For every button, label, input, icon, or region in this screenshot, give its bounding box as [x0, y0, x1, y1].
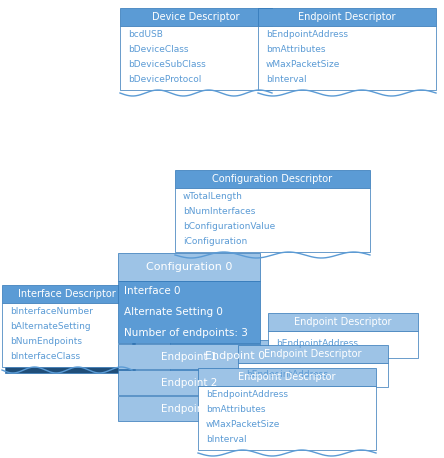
Bar — [238, 363, 388, 387]
Text: bConfigurationValue: bConfigurationValue — [183, 222, 275, 231]
Bar — [118, 396, 260, 421]
Bar — [118, 370, 260, 395]
Bar — [118, 253, 260, 281]
Text: Endpoint 3: Endpoint 3 — [161, 403, 217, 414]
Text: Configuration Descriptor: Configuration Descriptor — [212, 174, 333, 184]
Text: bDeviceClass: bDeviceClass — [128, 45, 189, 55]
Text: Endpoint Descriptor: Endpoint Descriptor — [298, 12, 396, 22]
Bar — [170, 340, 300, 372]
Text: bInterfaceClass: bInterfaceClass — [10, 352, 80, 361]
Bar — [5, 335, 135, 373]
Bar — [175, 188, 370, 252]
Bar — [198, 386, 376, 450]
Text: bNumEndpoints: bNumEndpoints — [10, 337, 82, 346]
Text: Alternate Setting 0: Alternate Setting 0 — [124, 307, 223, 317]
Text: Configuration 0: Configuration 0 — [146, 262, 232, 272]
Text: bDeviceProtocol: bDeviceProtocol — [128, 75, 202, 84]
Text: bInterfaceNumber: bInterfaceNumber — [10, 307, 93, 316]
Bar — [198, 368, 376, 386]
Text: Number of endpoints: 3: Number of endpoints: 3 — [124, 327, 248, 338]
Text: bInterval: bInterval — [206, 435, 246, 444]
Text: bDeviceSubClass: bDeviceSubClass — [128, 60, 206, 69]
Bar — [268, 331, 418, 358]
Bar — [2, 303, 132, 367]
Bar — [258, 8, 436, 26]
Bar — [118, 344, 260, 369]
Text: wMaxPacketSize: wMaxPacketSize — [206, 420, 280, 429]
Text: bmAttributes: bmAttributes — [266, 45, 325, 55]
Bar — [2, 285, 132, 303]
Bar — [238, 345, 388, 363]
Text: Endpoint 0: Endpoint 0 — [205, 351, 265, 361]
Text: Endpoint 2: Endpoint 2 — [161, 377, 217, 387]
Text: iConfiguration: iConfiguration — [183, 237, 247, 246]
Text: bEndpointAddress: bEndpointAddress — [246, 370, 328, 379]
Text: bcdUSB: bcdUSB — [128, 30, 163, 39]
Text: bEndpointAddress: bEndpointAddress — [276, 339, 358, 348]
Bar — [120, 26, 272, 90]
Bar — [268, 313, 418, 331]
Text: Endpoint Descriptor: Endpoint Descriptor — [238, 372, 336, 382]
Text: bEndpointAddress: bEndpointAddress — [266, 30, 348, 39]
Text: bInterval: bInterval — [266, 75, 307, 84]
Text: bNumInterfaces: bNumInterfaces — [183, 207, 255, 216]
Bar — [118, 281, 260, 343]
Bar — [258, 26, 436, 90]
Text: Endpoint 1: Endpoint 1 — [161, 351, 217, 361]
Text: USB Device: USB Device — [38, 349, 102, 359]
Text: Device Descriptor: Device Descriptor — [152, 12, 240, 22]
Text: Endpoint Descriptor: Endpoint Descriptor — [264, 349, 362, 359]
Text: bEndpointAddress: bEndpointAddress — [206, 390, 288, 399]
Text: Interface Descriptor: Interface Descriptor — [18, 289, 116, 299]
Text: Interface 0: Interface 0 — [124, 286, 181, 296]
Text: bmAttributes: bmAttributes — [206, 405, 266, 414]
Text: bAlternateSetting: bAlternateSetting — [10, 322, 91, 331]
Text: Endpoint Descriptor: Endpoint Descriptor — [294, 317, 392, 327]
Bar — [175, 170, 370, 188]
Bar — [120, 8, 272, 26]
Text: wMaxPacketSize: wMaxPacketSize — [266, 60, 341, 69]
Text: wTotalLength: wTotalLength — [183, 192, 243, 202]
